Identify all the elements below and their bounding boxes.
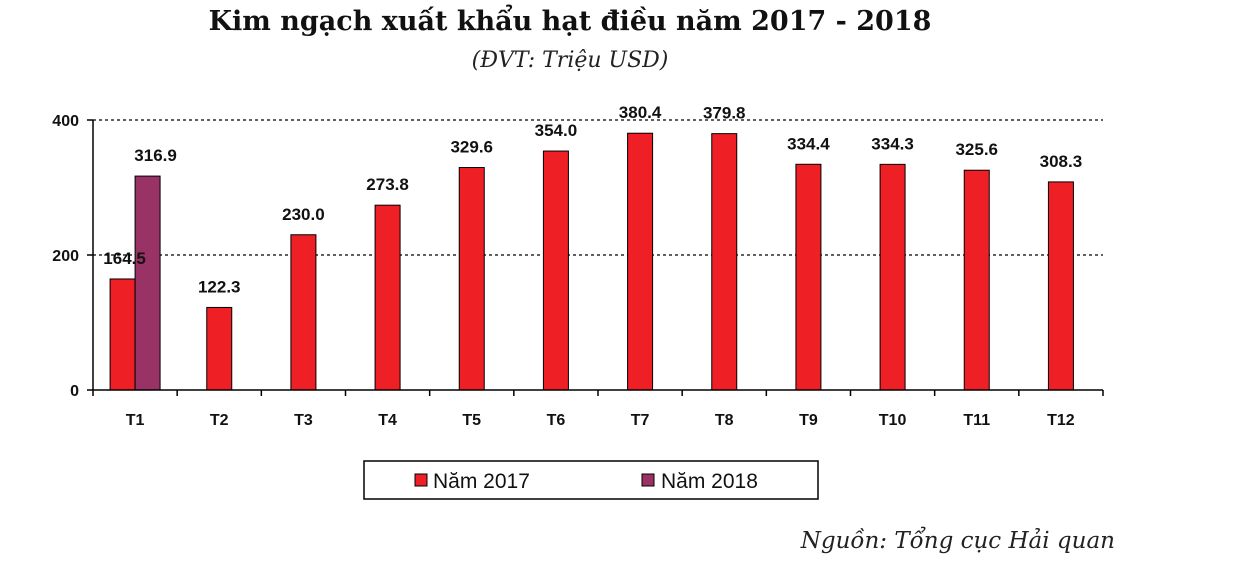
- x-tick-label: T11: [963, 412, 990, 429]
- chart-subtitle: (ĐVT: Triệu USD): [471, 48, 669, 73]
- data-label-2017: 354.0: [535, 121, 578, 140]
- x-tick-label: T8: [715, 412, 734, 429]
- data-label-2017: 334.4: [787, 134, 830, 153]
- x-tick-label: T6: [547, 412, 566, 429]
- x-tick-label: T2: [210, 412, 229, 429]
- data-label-2017: 334.3: [871, 134, 914, 153]
- data-label-2017: 329.6: [450, 138, 493, 157]
- data-label-2017: 380.4: [619, 103, 662, 122]
- data-label-2017: 379.8: [703, 104, 746, 123]
- y-tick-label: 200: [52, 248, 79, 265]
- x-tick-label: T1: [126, 412, 145, 429]
- bar-2017: [109, 278, 136, 391]
- bar-2017: [963, 169, 990, 391]
- bar-2017: [542, 150, 569, 391]
- bar-2017: [795, 163, 822, 391]
- bar-2017: [711, 133, 738, 391]
- y-tick-label: 0: [70, 383, 79, 400]
- bar-2017: [290, 234, 317, 391]
- chart-title: Kim ngạch xuất khẩu hạt điều năm 2017 - …: [208, 6, 932, 37]
- legend-2017-swatch: [414, 473, 428, 487]
- bar-2017: [374, 204, 401, 391]
- x-tick-label: T4: [378, 412, 397, 429]
- bar-2018: [134, 175, 161, 391]
- x-tick-label: T12: [1047, 412, 1075, 429]
- y-tick-label: 400: [52, 113, 79, 130]
- data-label-2018: 316.9: [134, 146, 177, 165]
- x-tick-label: T9: [799, 412, 818, 429]
- data-label-2017: 325.6: [955, 140, 998, 159]
- source-note: Nguồn: Tổng cục Hải quan: [800, 528, 1115, 554]
- data-label-2017: 122.3: [198, 277, 241, 296]
- data-label-2017: 164.5: [103, 249, 146, 268]
- data-label-2017: 308.3: [1040, 152, 1083, 171]
- bar-2017: [1047, 181, 1074, 391]
- x-tick-label: T7: [631, 412, 650, 429]
- x-tick-label: T10: [879, 412, 907, 429]
- data-label-2017: 273.8: [366, 175, 409, 194]
- bar-2017: [879, 163, 906, 391]
- legend-2018-label: Năm 2018: [661, 470, 758, 493]
- legend-box: [363, 460, 819, 500]
- bar-2017: [627, 132, 654, 391]
- legend-2017-label: Năm 2017: [433, 470, 530, 493]
- x-tick-label: T3: [294, 412, 313, 429]
- data-label-2017: 230.0: [282, 205, 325, 224]
- x-tick-label: T5: [462, 412, 481, 429]
- bar-2017: [458, 167, 485, 391]
- legend-2018-swatch: [641, 473, 655, 487]
- bar-2017: [206, 306, 233, 391]
